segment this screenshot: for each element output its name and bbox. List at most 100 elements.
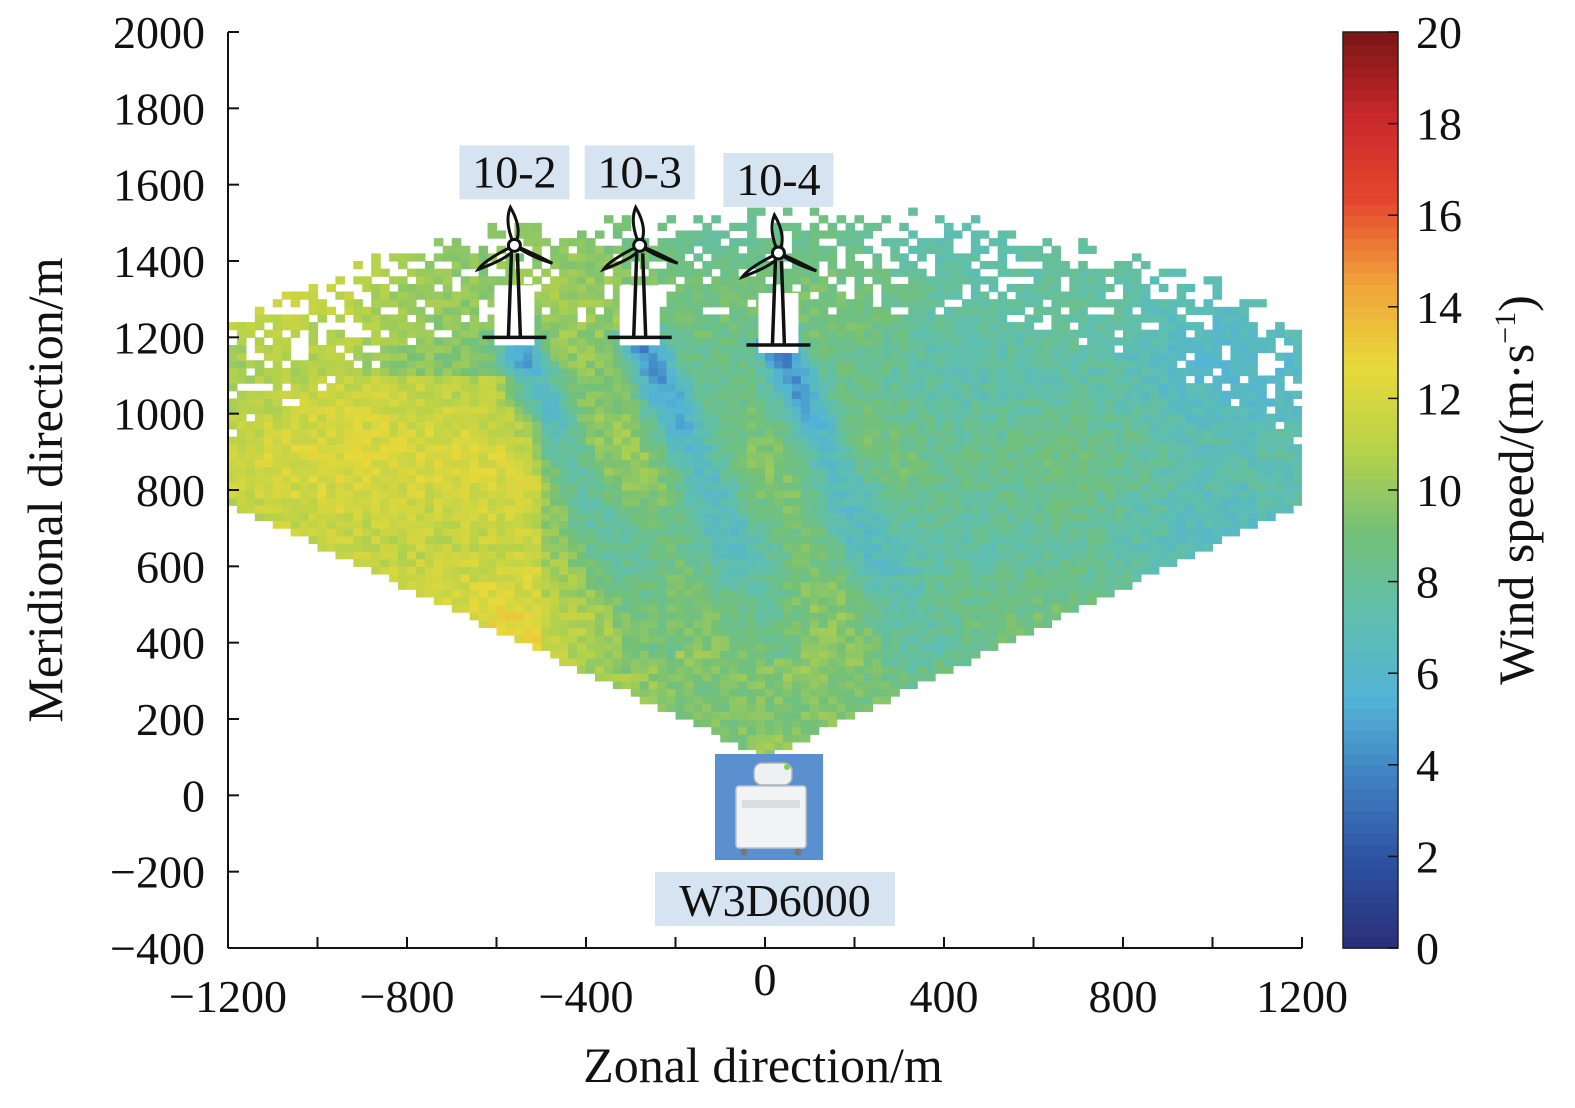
heatmap-cell [970,421,981,430]
heatmap-cell [559,512,569,522]
heatmap-cell [407,421,417,430]
heatmap-cell [398,543,408,552]
heatmap-cell [890,673,900,682]
heatmap-cell [245,421,256,430]
heatmap-cell [496,482,507,491]
heatmap-cell [827,421,838,430]
heatmap-cell [335,367,345,377]
heatmap-cell [836,642,847,651]
heatmap-cell [442,367,453,377]
heatmap-cell [299,360,310,369]
heatmap-cell [890,635,900,644]
heatmap-cell [675,596,686,606]
heatmap-cell [908,512,918,522]
heatmap-cell [621,635,632,644]
heatmap-cell [326,528,336,537]
heatmap-cell [424,428,435,438]
heatmap-cell [809,329,820,338]
heatmap-cell [979,566,990,575]
heatmap-cell [487,543,498,552]
heatmap-cell [917,581,927,590]
heatmap-cell [872,604,882,613]
heatmap-cell [854,657,865,667]
heatmap-cell [586,657,596,667]
heatmap-cell [1015,451,1026,461]
heatmap-cell [559,413,569,422]
heatmap-cell [1006,551,1017,560]
heatmap-cell [711,490,721,499]
heatmap-cell [720,680,730,690]
heatmap-cell [979,490,990,499]
heatmap-cell [702,490,712,499]
heatmap-cell [827,711,838,720]
heatmap-cell [433,253,444,262]
heatmap-cell [1069,291,1079,300]
heatmap-cell [648,619,659,628]
heatmap-cell [702,444,712,453]
heatmap-cell [603,619,614,628]
heatmap-cell [1087,337,1097,346]
heatmap-cell [997,635,1008,644]
heatmap-cell [935,650,945,659]
heatmap-cell [693,657,703,667]
heatmap-cell [1096,352,1106,361]
heatmap-cell [899,673,909,682]
heatmap-cell [970,390,981,399]
heatmap-cell [908,291,918,300]
heatmap-cell [693,719,703,728]
heatmap-cell [487,222,498,232]
heatmap-cell [1069,451,1079,461]
heatmap-cell [648,428,659,438]
heatmap-cell [935,352,945,361]
heatmap-cell [675,551,686,560]
heatmap-cell [917,642,927,651]
heatmap-cell [326,413,336,422]
heatmap-cell [335,337,345,346]
heatmap-cell [935,520,945,529]
heatmap-cell [424,558,435,567]
heatmap-cell [469,261,480,270]
heatmap-cell [639,436,650,445]
heatmap-cell [1096,413,1106,422]
heatmap-cell [926,665,936,674]
heatmap-cell [675,360,686,369]
heatmap-cell [1087,367,1097,377]
heatmap-cell [1060,367,1070,377]
heatmap-cell [729,451,739,461]
heatmap-cell [693,360,703,369]
heatmap-cell [890,444,900,453]
heatmap-cell [630,505,641,514]
heatmap-cell [890,612,900,621]
heatmap-cell [424,474,435,483]
heatmap-cell [639,627,650,636]
heatmap-cell [854,398,865,407]
heatmap-cell [550,490,560,499]
heatmap-cell [451,406,462,415]
heatmap-cell [424,451,435,461]
heatmap-cell [979,543,990,552]
heatmap-cell [496,451,507,461]
heatmap-cell [469,467,480,476]
heatmap-cell [612,673,623,682]
heatmap-cell [478,406,489,415]
heatmap-cell [935,322,945,331]
heatmap-cell [263,444,274,453]
heatmap-cell [917,444,927,453]
heatmap-cell [747,726,757,735]
heatmap-cell [979,352,990,361]
heatmap-cell [398,482,408,491]
heatmap-cell [675,398,686,407]
heatmap-cell [935,215,945,224]
heatmap-cell [827,650,838,659]
heatmap-cell [523,581,533,590]
heatmap-cell [1060,413,1070,422]
heatmap-cell [997,566,1008,575]
heatmap-cell [1024,406,1035,415]
heatmap-cell [353,474,363,483]
heatmap-cell [782,566,793,575]
heatmap-cell [236,413,247,422]
heatmap-cell [872,360,882,369]
heatmap-cell [1087,398,1097,407]
heatmap-cell [407,283,417,293]
heatmap-cell [720,299,730,308]
